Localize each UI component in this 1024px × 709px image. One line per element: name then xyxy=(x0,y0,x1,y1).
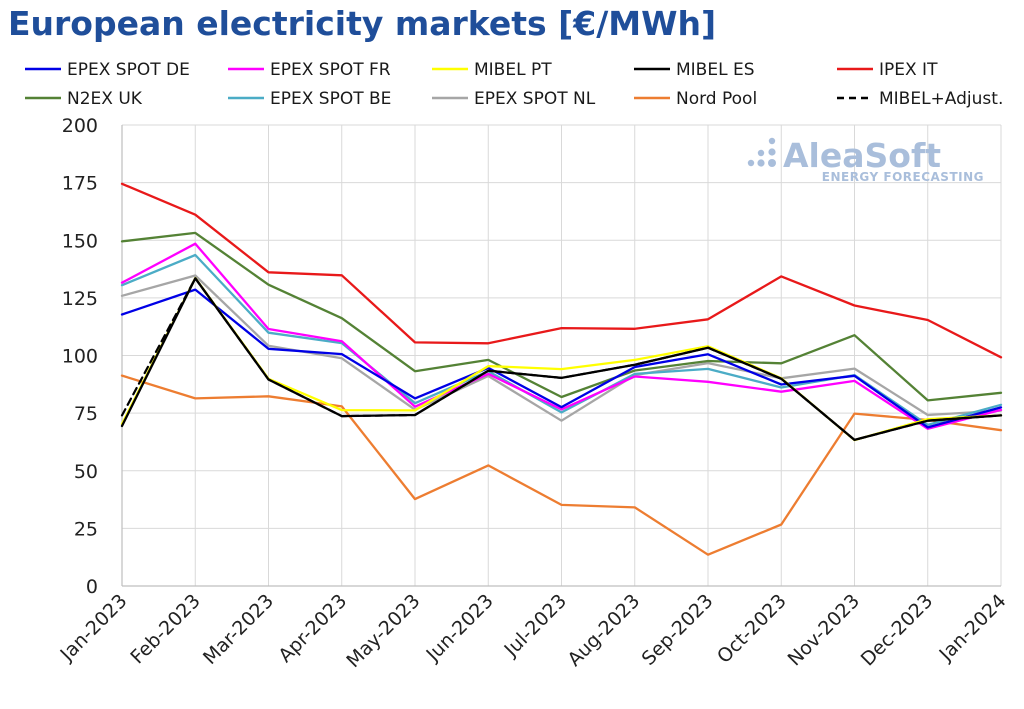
axes xyxy=(121,125,1001,587)
x-tick-label: Aug-2023 xyxy=(563,590,644,671)
x-tick-label: Sep-2023 xyxy=(638,590,718,670)
y-tick-labels: 0 25 50 75 100 125 150 175 200 xyxy=(62,115,98,598)
legend-label: MIBEL+Adjust. xyxy=(879,89,1003,109)
legend-label: MIBEL PT xyxy=(474,60,552,80)
y-tick-label: 50 xyxy=(74,461,98,483)
legend-label: MIBEL ES xyxy=(676,60,755,80)
series-line-epex-spot-nl xyxy=(120,274,1003,422)
logo-name: AleaSoft xyxy=(783,136,941,175)
legend-item: N2EX UK xyxy=(25,89,143,109)
legend-item: EPEX SPOT BE xyxy=(228,89,391,109)
x-tick-label: Jan-2024 xyxy=(935,590,1011,666)
x-tick-label: Oct-2023 xyxy=(713,590,791,668)
series-line-n2ex-uk xyxy=(120,231,1003,402)
x-tick-label: Jun-2023 xyxy=(421,590,497,666)
legend-label: Nord Pool xyxy=(676,89,757,109)
legend-label: EPEX SPOT NL xyxy=(474,89,596,109)
x-tick-label: Nov-2023 xyxy=(784,590,864,670)
x-tick-label: Feb-2023 xyxy=(126,590,204,668)
x-tick-label: May-2023 xyxy=(342,590,424,672)
y-tick-label: 125 xyxy=(62,288,98,310)
y-tick-label: 100 xyxy=(62,346,98,368)
x-tick-label: Apr-2023 xyxy=(274,590,351,667)
series-line-nord-pool xyxy=(120,374,1003,556)
y-tick-label: 175 xyxy=(62,173,98,195)
legend-item: IPEX IT xyxy=(837,60,938,80)
x-tick-label: Jan-2023 xyxy=(56,590,132,666)
series-line-epex-spot-fr xyxy=(120,242,1003,430)
grid-lines xyxy=(121,124,1002,587)
logo-dots-icon xyxy=(747,137,776,167)
legend-label: N2EX UK xyxy=(67,89,143,109)
y-tick-label: 150 xyxy=(62,230,98,252)
y-tick-label: 75 xyxy=(74,403,98,425)
y-tick-label: 0 xyxy=(86,576,98,598)
legend-item: EPEX SPOT DE xyxy=(25,60,190,80)
y-tick-label: 200 xyxy=(62,115,98,137)
series-lines xyxy=(120,182,1003,556)
legend-label: IPEX IT xyxy=(879,60,938,80)
legend-item: EPEX SPOT FR xyxy=(228,60,391,80)
legend-item: EPEX SPOT NL xyxy=(432,89,596,109)
legend-item: Nord Pool xyxy=(634,89,757,109)
x-tick-label: Dec-2023 xyxy=(857,590,938,671)
legend-label: EPEX SPOT BE xyxy=(270,89,391,109)
series-line-epex-spot-de xyxy=(120,288,1003,429)
logo-tagline: ENERGY FORECASTING xyxy=(822,170,984,184)
chart-title: European electricity markets [€/MWh] xyxy=(8,4,717,43)
aleasoft-logo: AleaSoft ENERGY FORECASTING xyxy=(747,136,984,184)
legend-item: MIBEL PT xyxy=(432,60,552,80)
series-line-mibel-adjust xyxy=(120,277,1003,441)
x-tick-label: Mar-2023 xyxy=(199,590,278,669)
legend-label: EPEX SPOT FR xyxy=(270,60,391,80)
legend-label: EPEX SPOT DE xyxy=(67,60,190,80)
x-tick-labels: Jan-2023Feb-2023Mar-2023Apr-2023May-2023… xyxy=(56,590,1011,672)
legend-item: MIBEL+Adjust. xyxy=(837,89,1003,109)
series-line-ipex-it xyxy=(120,182,1003,359)
x-tick-label: Jul-2023 xyxy=(500,590,572,662)
legend: EPEX SPOT DE EPEX SPOT FR MIBEL PT MIBEL ES… xyxy=(25,60,1003,109)
legend-item: MIBEL ES xyxy=(634,60,755,80)
y-tick-label: 25 xyxy=(74,518,98,540)
